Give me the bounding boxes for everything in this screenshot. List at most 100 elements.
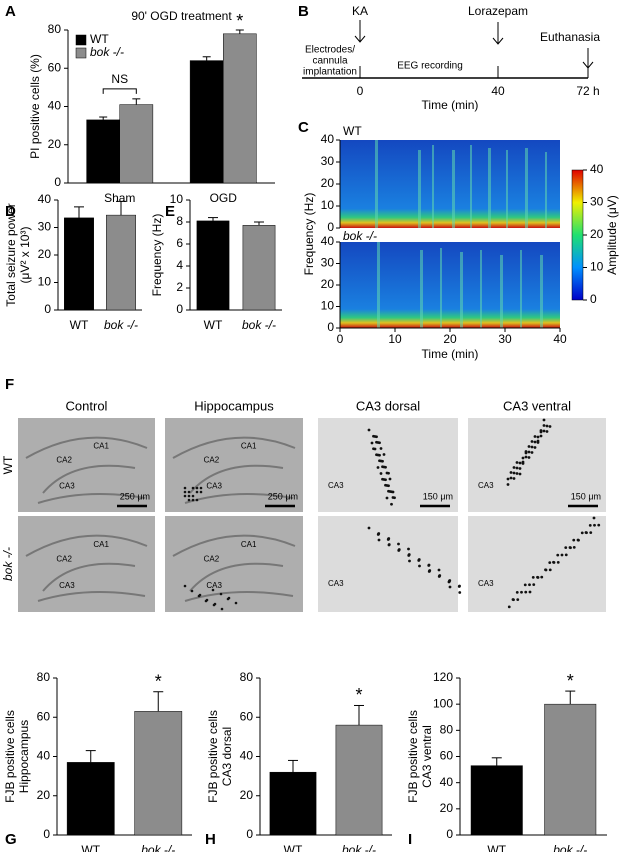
stained-cell — [198, 593, 202, 597]
region-label: CA3 — [59, 482, 75, 491]
y-tick-label: 60 — [440, 749, 454, 763]
y-tick-label: 0 — [327, 220, 334, 234]
stained-cell — [370, 441, 374, 445]
stained-cell — [509, 471, 513, 474]
timeline-xlabel: Time (min) — [422, 98, 479, 112]
tissue-outline — [172, 436, 296, 504]
stained-cell — [506, 477, 510, 481]
legend-swatch — [75, 34, 87, 46]
tissue-outline — [172, 534, 296, 602]
x-tick-label: bok -/- — [104, 318, 138, 332]
bar — [106, 214, 136, 311]
stained-cell — [515, 466, 519, 470]
stained-cell — [530, 451, 534, 454]
stained-cell — [540, 575, 544, 579]
y-tick-label: 30 — [38, 220, 52, 234]
x-tick-label: 0 — [337, 332, 344, 346]
y-axis-label: Frequency (Hz) — [150, 214, 164, 297]
stained-cell — [407, 547, 410, 551]
panel-label: B — [298, 3, 309, 20]
time-label: 72 h — [576, 84, 599, 98]
bar — [119, 104, 154, 184]
stained-cell — [367, 526, 371, 530]
stained-cell — [593, 523, 596, 527]
y-tick-label: 10 — [38, 275, 52, 289]
stained-cell — [191, 486, 195, 490]
timeline — [302, 20, 594, 79]
x-tick-label: 30 — [498, 332, 512, 346]
stained-cell — [512, 466, 516, 469]
y-tick-label: 0 — [54, 175, 61, 189]
region-label: CA2 — [204, 455, 220, 464]
micrograph — [165, 516, 303, 612]
x-tick-label: WT — [487, 843, 506, 852]
event-label: Euthanasia — [540, 30, 600, 44]
bar — [470, 765, 523, 836]
x-tick-label: WT — [81, 843, 100, 852]
time-label: 40 — [491, 84, 505, 98]
stained-cell — [564, 553, 568, 557]
stained-cell — [577, 538, 580, 542]
row-label: WT — [343, 124, 362, 138]
micrograph — [468, 418, 606, 512]
bar — [242, 225, 276, 311]
column-title: CA3 dorsal — [356, 398, 420, 413]
region-label: CA1 — [93, 441, 109, 450]
y-tick-label: 20 — [440, 801, 454, 815]
stained-cell — [520, 590, 523, 594]
stained-cell — [213, 602, 217, 606]
stained-cell — [187, 494, 191, 498]
y-tick-label: 80 — [37, 670, 51, 684]
stained-cell — [372, 434, 375, 438]
phase-label: EEG recording — [397, 61, 463, 72]
bar — [134, 711, 183, 836]
colorbar-label: Amplitude (μV) — [605, 195, 619, 275]
stained-cell — [427, 563, 431, 567]
stained-cell — [448, 585, 452, 589]
stained-cell — [531, 575, 535, 579]
stained-cell — [448, 579, 452, 582]
scale-bar-label: 150 μm — [571, 491, 601, 501]
x-tick-label: bok -/- — [141, 843, 175, 852]
stained-cell — [524, 590, 528, 594]
stained-cell — [548, 568, 552, 572]
y-axis-label: FJB positive cells — [3, 710, 17, 803]
stained-cell — [375, 440, 378, 444]
annotation: * — [236, 11, 243, 31]
stained-cell — [397, 542, 400, 546]
panel-label: F — [5, 376, 14, 393]
stained-cell — [512, 477, 516, 480]
region-label: CA3 — [206, 581, 222, 590]
stained-cell — [560, 553, 564, 557]
bar — [544, 703, 597, 836]
stained-cell — [191, 494, 195, 498]
stained-cell — [390, 502, 393, 506]
stained-cell — [205, 598, 209, 602]
x-tick-label: 40 — [553, 332, 567, 346]
region-label: CA3 — [478, 481, 494, 490]
stained-cell — [580, 531, 584, 535]
stained-cell — [524, 450, 528, 453]
stained-cell — [418, 564, 421, 568]
colorbar-tick-label: 0 — [590, 292, 597, 306]
stained-cell — [187, 490, 191, 494]
y-tick-label: 20 — [48, 137, 62, 151]
stained-cell — [592, 516, 596, 520]
x-tick-label: 20 — [443, 332, 457, 346]
y-tick-label: 20 — [240, 788, 254, 802]
region-label: CA2 — [204, 554, 220, 563]
stained-cell — [518, 467, 522, 470]
y-tick-label: 40 — [440, 775, 454, 789]
legend-label: bok -/- — [90, 45, 124, 59]
x-tick-label: WT — [70, 318, 89, 332]
stained-cell — [548, 425, 552, 428]
colorbar-tick-label: 10 — [590, 260, 604, 274]
annotation: * — [355, 685, 362, 705]
column-title: CA3 ventral — [503, 398, 571, 413]
stained-cell — [536, 439, 540, 443]
stained-cell — [530, 440, 534, 443]
stained-cell — [234, 601, 238, 605]
annotation: * — [155, 671, 162, 691]
panel-label: I — [408, 831, 412, 848]
